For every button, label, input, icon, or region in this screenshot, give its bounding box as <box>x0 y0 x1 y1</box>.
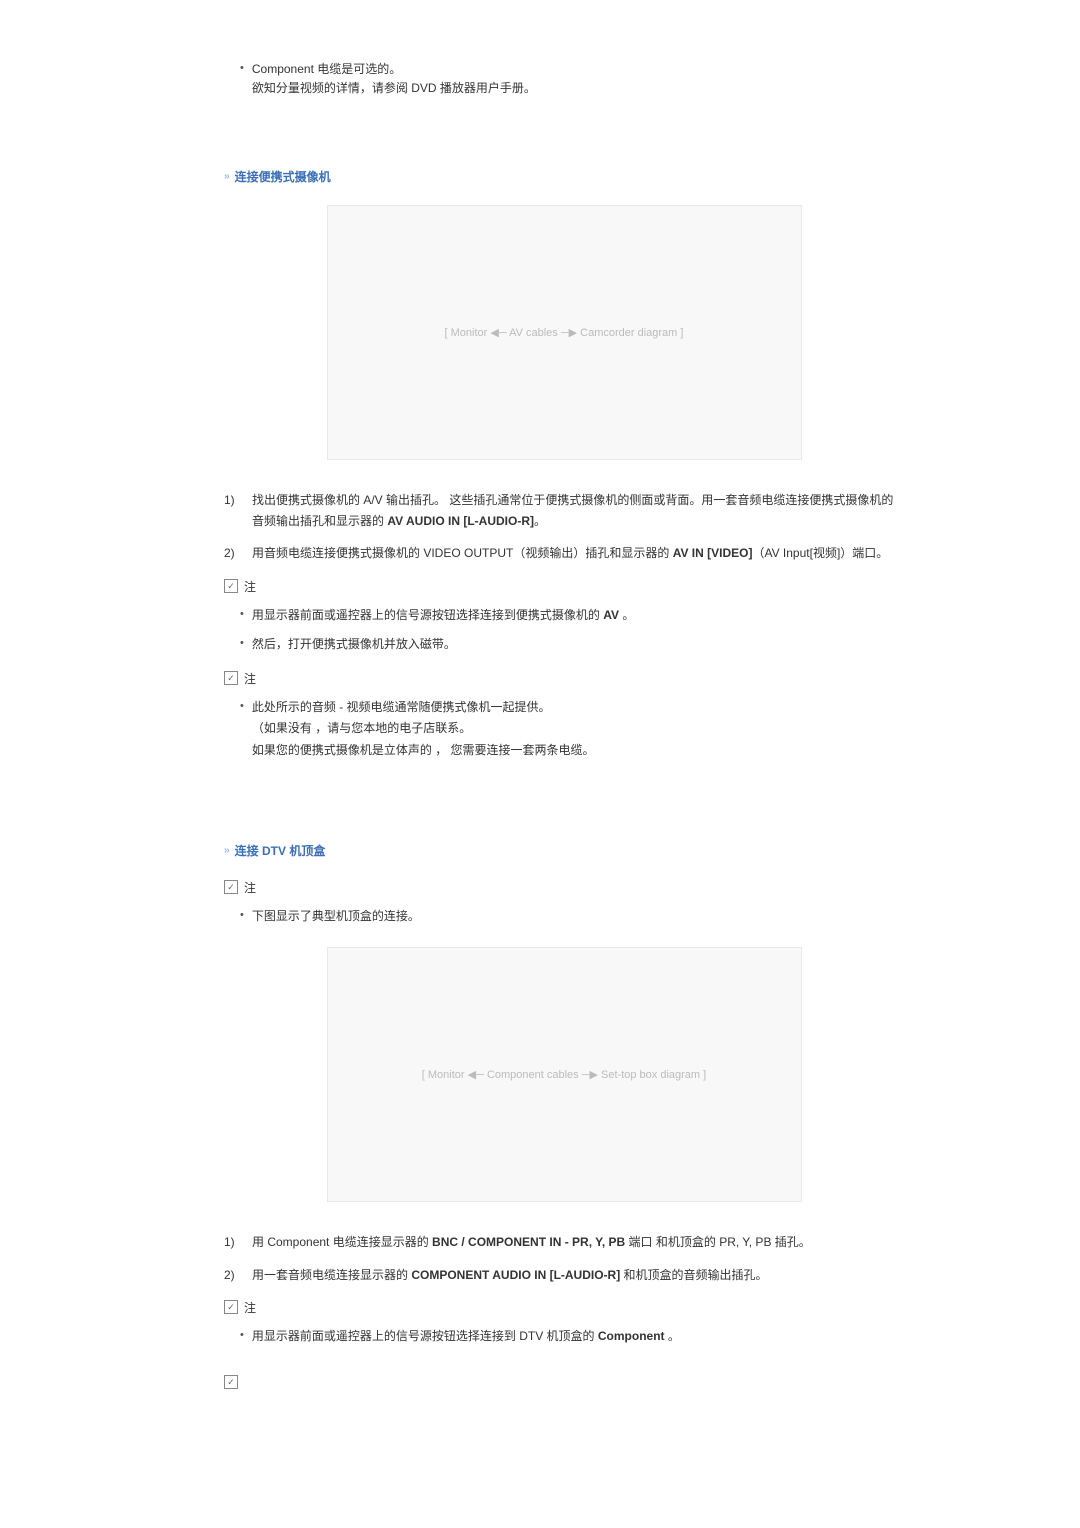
s1-step1-bold: AV AUDIO IN [L-AUDIO-R] <box>387 514 534 528</box>
s2-step-2-text: 用一套音频电缆连接显示器的 COMPONENT AUDIO IN [L-AUDI… <box>252 1265 904 1285</box>
s2-step-number-1: 1) <box>224 1232 252 1252</box>
s1-nb1-l1: 此处所示的音频 - 视频电缆通常随便携式像机一起提供。 <box>252 697 595 719</box>
s2-step-1-text: 用 Component 电缆连接显示器的 BNC / COMPONENT IN … <box>252 1232 904 1252</box>
chevron-icon: ›› <box>224 845 229 856</box>
note-label-4: 注 <box>244 1299 256 1316</box>
s1-na1-pre: 用显示器前面或遥控器上的信号源按钮选择连接到便携式摄像机的 <box>252 608 603 622</box>
s1-na2: 然后，打开便携式摄像机并放入磁带。 <box>252 634 456 656</box>
s1-nb1-l3: 如果您的便携式摄像机是立体声的 ， 您需要连接一套两条电缆。 <box>252 740 595 762</box>
bullet-icon: • <box>240 60 244 78</box>
chevron-icon: ›› <box>224 171 229 182</box>
note-list-4: • 用显示器前面或遥控器上的信号源按钮选择连接到 DTV 机顶盒的 Compon… <box>240 1326 904 1348</box>
note-1-item-2: • 然后，打开便携式摄像机并放入磁带。 <box>240 634 904 656</box>
note-label-3: 注 <box>244 879 256 896</box>
s2-na1-bold: Component <box>598 1329 665 1343</box>
intro-text-1: Component 电缆是可选的。 <box>252 62 401 76</box>
bullet-icon: • <box>240 697 244 717</box>
section-title-1: 连接便携式摄像机 <box>235 168 331 185</box>
note-header-4: ✓ 注 <box>224 1299 904 1316</box>
note-check-icon: ✓ <box>224 579 238 593</box>
s2-step1-post: 端口 和机顶盒的 PR, Y, PB 插孔。 <box>625 1235 811 1249</box>
section-header-dtv: ›› 连接 DTV 机顶盒 <box>224 842 904 859</box>
section-title-2: 连接 DTV 机顶盒 <box>235 842 326 859</box>
note-list-3: • 下图显示了典型机顶盒的连接。 <box>240 906 904 928</box>
s1-step1-pre: 找出便携式摄像机的 A/V 输出插孔。 这些插孔通常位于便携式摄像机的侧面或背面… <box>252 493 893 527</box>
s2-step2-post: 和机顶盒的音频输出插孔。 <box>620 1268 767 1282</box>
note-list-1: • 用显示器前面或遥控器上的信号源按钮选择连接到便携式摄像机的 AV 。 • 然… <box>240 605 904 656</box>
note-header-3: ✓ 注 <box>224 879 904 896</box>
s2-step1-bold: BNC / COMPONENT IN - PR, Y, PB <box>432 1235 625 1249</box>
s2-step2-bold: COMPONENT AUDIO IN [L-AUDIO-R] <box>411 1268 620 1282</box>
bullet-icon: • <box>240 605 244 625</box>
s1-nb1-l2: （如果没有 ，请与您本地的电子店联系。 <box>252 718 595 740</box>
s1-step2-post: （AV Input[视频]）端口。 <box>752 546 888 560</box>
step-2: 2) 用音频电缆连接便携式摄像机的 VIDEO OUTPUT（视频输出）插孔和显… <box>224 543 904 563</box>
bullet-icon: • <box>240 906 244 926</box>
s1-step2-bold: AV IN [VIDEO] <box>673 546 753 560</box>
diagram-alt-2: [ Monitor ◀─ Component cables ─▶ Set-top… <box>422 1068 706 1081</box>
note-list-2: • 此处所示的音频 - 视频电缆通常随便携式像机一起提供。 （如果没有 ，请与您… <box>240 697 904 762</box>
diagram-alt-1: [ Monitor ◀─ AV cables ─▶ Camcorder diag… <box>445 326 684 339</box>
s2-na1-post: 。 <box>665 1329 680 1343</box>
s1-step2-pre: 用音频电缆连接便携式摄像机的 VIDEO OUTPUT（视频输出）插孔和显示器的 <box>252 546 673 560</box>
step-1: 1) 找出便携式摄像机的 A/V 输出插孔。 这些插孔通常位于便携式摄像机的侧面… <box>224 490 904 531</box>
s2-step2-pre: 用一套音频电缆连接显示器的 <box>252 1268 411 1282</box>
step-2-text: 用音频电缆连接便携式摄像机的 VIDEO OUTPUT（视频输出）插孔和显示器的… <box>252 543 904 563</box>
diagram-dtv: [ Monitor ◀─ Component cables ─▶ Set-top… <box>327 947 802 1202</box>
bullet-icon: • <box>240 1326 244 1346</box>
note-label-1: 注 <box>244 578 256 595</box>
note-header-2: ✓ 注 <box>224 670 904 687</box>
bullet-icon: • <box>240 634 244 654</box>
s2-step1-pre: 用 Component 电缆连接显示器的 <box>252 1235 432 1249</box>
s2-n0-1: 下图显示了典型机顶盒的连接。 <box>252 906 420 928</box>
intro-line-1: • Component 电缆是可选的。 欲知分量视频的详情，请参阅 DVD 播放… <box>240 60 904 98</box>
s1-na1-bold: AV <box>603 608 619 622</box>
intro-block: • Component 电缆是可选的。 欲知分量视频的详情，请参阅 DVD 播放… <box>240 60 904 98</box>
s1-na1-post: 。 <box>619 608 634 622</box>
note-4-item-1: • 用显示器前面或遥控器上的信号源按钮选择连接到 DTV 机顶盒的 Compon… <box>240 1326 904 1348</box>
note-check-icon: ✓ <box>224 1300 238 1314</box>
note-header-1: ✓ 注 <box>224 578 904 595</box>
note-3-item-1: • 下图显示了典型机顶盒的连接。 <box>240 906 904 928</box>
s2-na1-pre: 用显示器前面或遥控器上的信号源按钮选择连接到 DTV 机顶盒的 <box>252 1329 598 1343</box>
note-label-2: 注 <box>244 670 256 687</box>
note-1-item-1: • 用显示器前面或遥控器上的信号源按钮选择连接到便携式摄像机的 AV 。 <box>240 605 904 627</box>
end-check-icon: ✓ <box>224 1375 238 1389</box>
section-header-camcorder: ›› 连接便携式摄像机 <box>224 168 904 185</box>
intro-text-2: 欲知分量视频的详情，请参阅 DVD 播放器用户手册。 <box>252 79 536 98</box>
s1-step1-post: 。 <box>534 514 546 528</box>
note-check-icon: ✓ <box>224 880 238 894</box>
note-check-icon: ✓ <box>224 671 238 685</box>
s2-step-1: 1) 用 Component 电缆连接显示器的 BNC / COMPONENT … <box>224 1232 904 1252</box>
diagram-camcorder: [ Monitor ◀─ AV cables ─▶ Camcorder diag… <box>327 205 802 460</box>
step-1-text: 找出便携式摄像机的 A/V 输出插孔。 这些插孔通常位于便携式摄像机的侧面或背面… <box>252 490 904 531</box>
s2-step-2: 2) 用一套音频电缆连接显示器的 COMPONENT AUDIO IN [L-A… <box>224 1265 904 1285</box>
step-number-1: 1) <box>224 490 252 510</box>
note-2-item-1: • 此处所示的音频 - 视频电缆通常随便携式像机一起提供。 （如果没有 ，请与您… <box>240 697 904 762</box>
s2-step-number-2: 2) <box>224 1265 252 1285</box>
step-number-2: 2) <box>224 543 252 563</box>
